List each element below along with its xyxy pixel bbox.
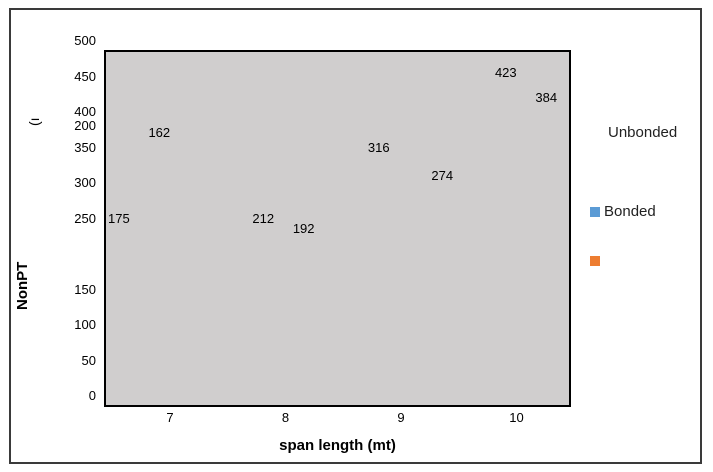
legend-swatch-bonded [590, 207, 600, 217]
y-tick-label: 100 [74, 317, 96, 332]
y-axis-label: NonPT [14, 261, 31, 310]
legend-swatch-orange [590, 256, 600, 266]
legend-entry-unbonded: Unbonded [608, 124, 678, 141]
data-label: 423 [494, 64, 517, 80]
x-tick-label: 8 [281, 410, 290, 425]
y-tick-label: 450 [74, 68, 96, 84]
y-tick-label: 200 [74, 118, 96, 134]
y-tick-label: 150 [74, 281, 96, 297]
y-tick-label: 300 [74, 175, 96, 190]
x-axis-label: span length (mt) [279, 437, 396, 454]
y-tick-label: 50 [81, 352, 96, 368]
y-tick-label: 400 [74, 104, 96, 119]
data-label: 316 [367, 139, 390, 155]
y-tick-label: 0 [88, 388, 96, 403]
data-label: 274 [431, 167, 454, 183]
x-tick-label: 7 [166, 410, 174, 425]
data-label: 212 [252, 210, 275, 226]
y-tick-label: 350 [74, 139, 96, 155]
legend-entry-bonded: Bonded [604, 203, 656, 220]
y-tick-label: 250 [74, 210, 96, 226]
data-label: 192 [292, 221, 315, 237]
plot-area [104, 50, 571, 407]
y-axis-label-fragment: (ı [26, 117, 42, 126]
y-tick-label: 500 [74, 33, 96, 48]
x-tick-label: 9 [397, 410, 405, 425]
data-label: 162 [148, 125, 171, 141]
data-label: 175 [108, 210, 130, 226]
data-label: 384 [535, 89, 558, 105]
x-tick-label: 10 [509, 410, 524, 425]
